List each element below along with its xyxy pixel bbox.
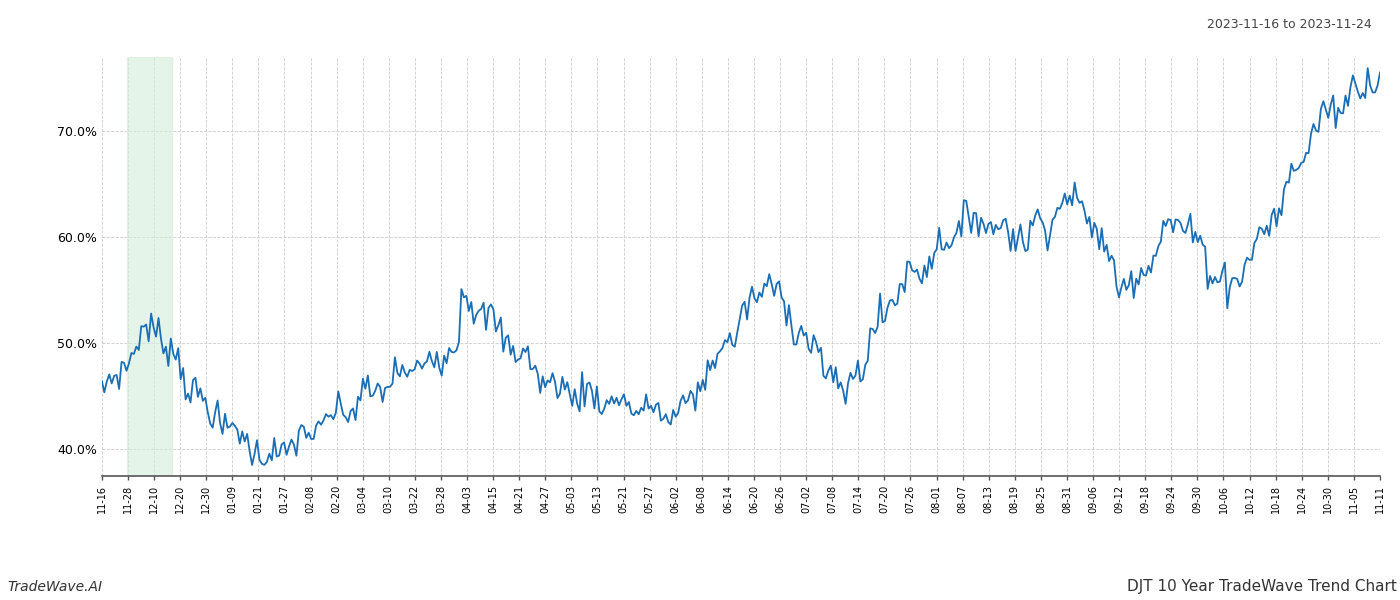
Text: DJT 10 Year TradeWave Trend Chart: DJT 10 Year TradeWave Trend Chart — [1127, 579, 1397, 594]
Text: TradeWave.AI: TradeWave.AI — [7, 580, 102, 594]
Text: 2023-11-16 to 2023-11-24: 2023-11-16 to 2023-11-24 — [1207, 18, 1372, 31]
Bar — [127, 57, 172, 476]
